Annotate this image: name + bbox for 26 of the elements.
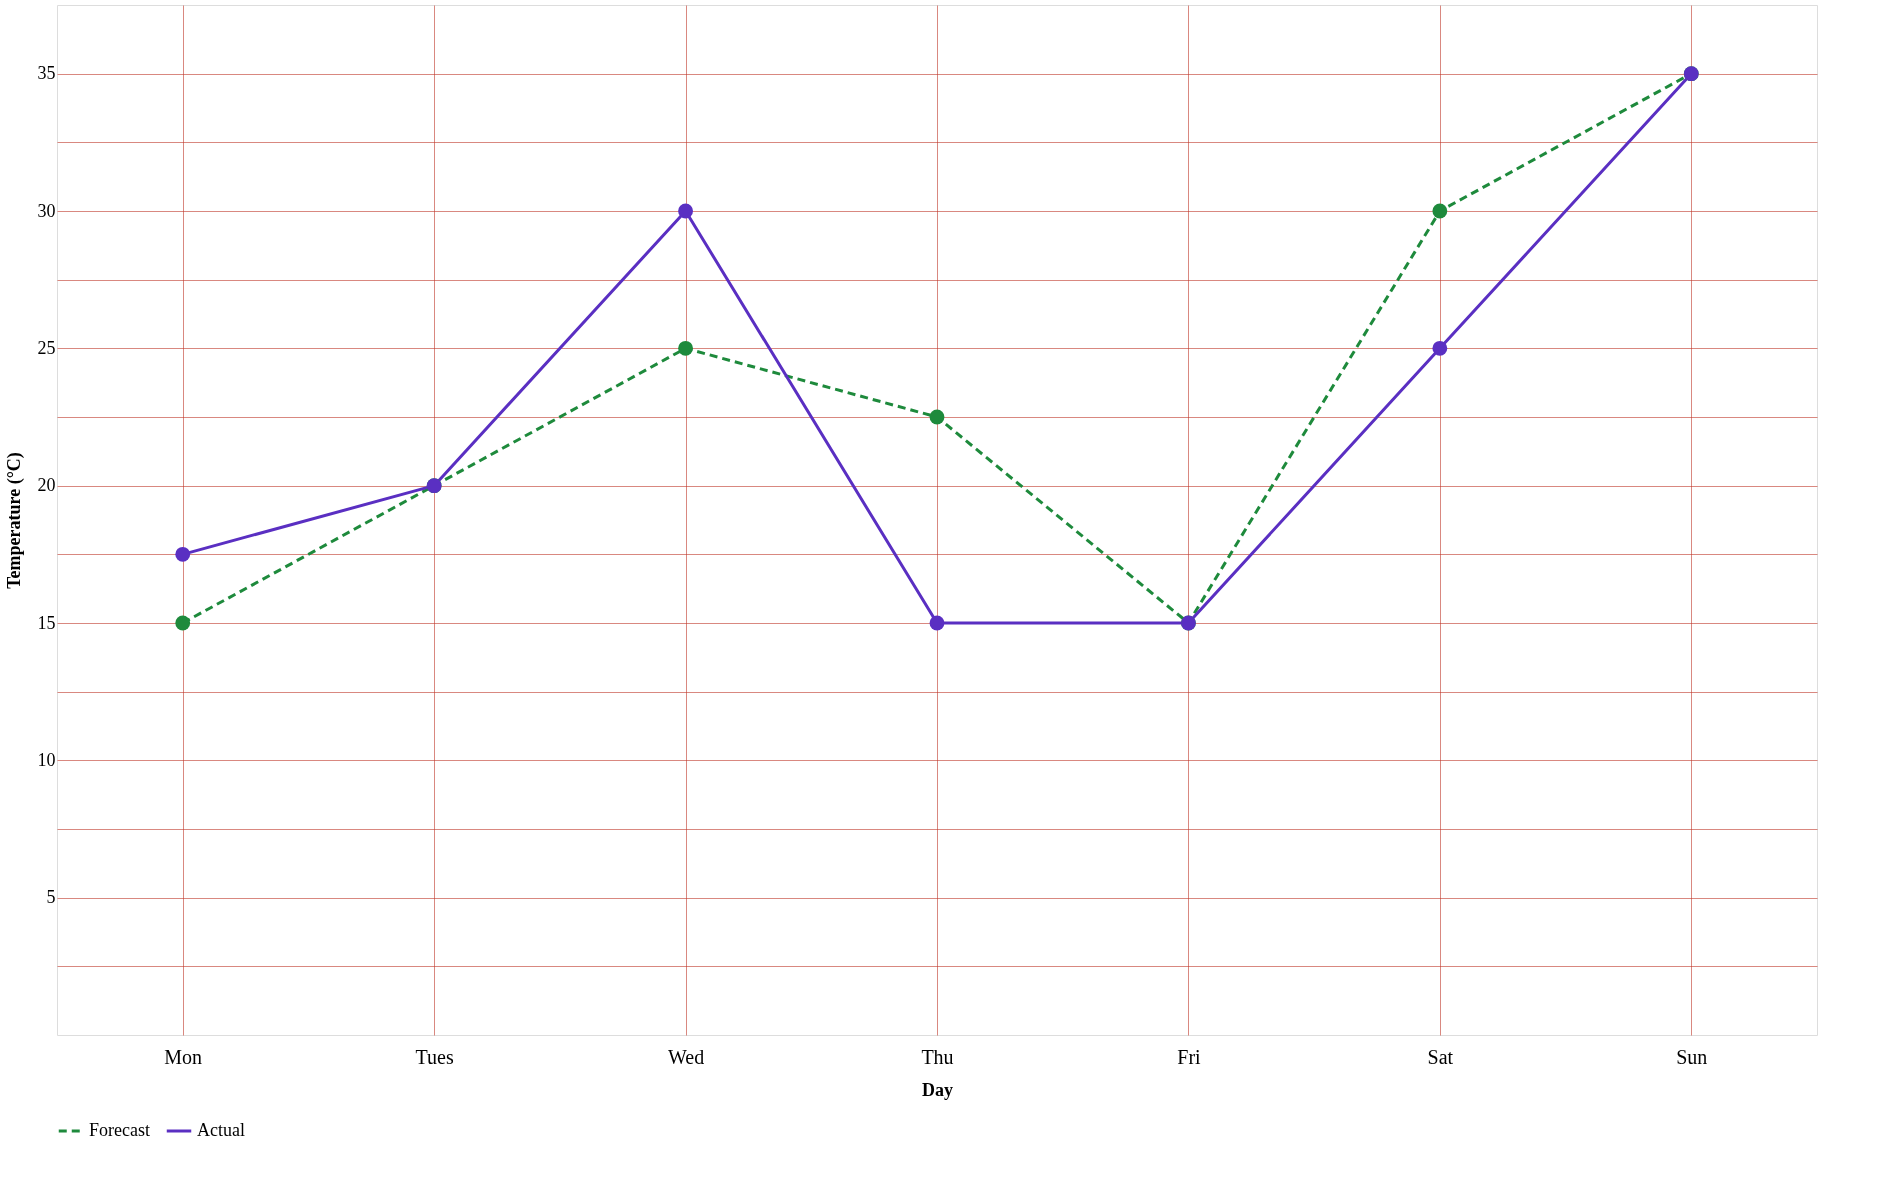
x-tick-label: Sat xyxy=(1427,1045,1454,1068)
y-tick-label: 15 xyxy=(37,612,56,633)
legend-label: Actual xyxy=(197,1120,245,1140)
x-tick-label: Tues xyxy=(415,1045,454,1068)
x-axis-title: Day xyxy=(922,1079,953,1100)
x-tick-label: Fri xyxy=(1177,1045,1202,1068)
point xyxy=(175,546,191,562)
x-tick-label: Wed xyxy=(667,1045,705,1068)
point xyxy=(175,615,191,631)
legend-label: Forecast xyxy=(89,1120,150,1140)
point xyxy=(1432,340,1448,356)
point xyxy=(929,615,945,631)
point xyxy=(678,203,693,219)
y-tick-label: 35 xyxy=(37,63,56,84)
point xyxy=(678,340,693,356)
y-axis-title: Temperature (°C) xyxy=(3,452,25,589)
y-tick-label: 20 xyxy=(37,475,56,496)
x-tick-label: Sun xyxy=(1676,1045,1708,1068)
y-tick-label: 10 xyxy=(37,749,56,770)
x-tick-label: Thu xyxy=(921,1045,954,1068)
y-tick-label: 5 xyxy=(46,887,56,908)
y-tick-label: 25 xyxy=(37,337,56,358)
point xyxy=(929,409,945,425)
y-tick-label: 30 xyxy=(37,200,56,221)
point xyxy=(1432,203,1448,219)
x-tick-label: Mon xyxy=(164,1045,203,1068)
